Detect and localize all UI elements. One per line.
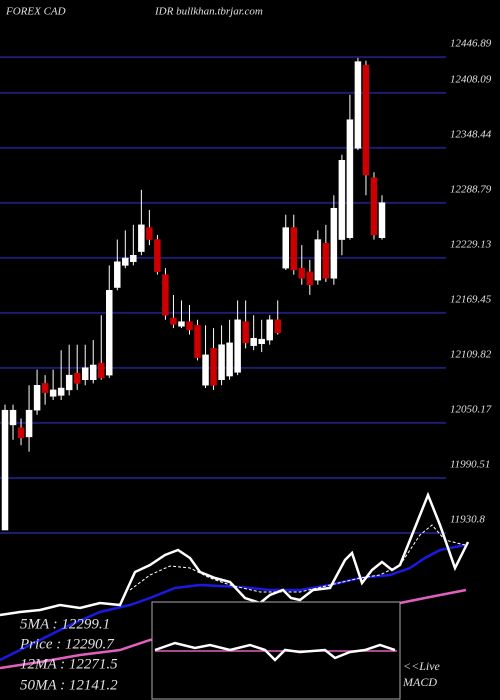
candle-body — [89, 364, 97, 380]
candle-body — [41, 383, 49, 393]
candle-body — [322, 243, 330, 279]
y-tick-label: 12348.44 — [450, 128, 492, 140]
candle-body — [106, 290, 113, 376]
candle-body — [282, 227, 289, 269]
candle-body — [266, 319, 273, 341]
y-tick-label: 12229.13 — [450, 238, 492, 250]
grid — [0, 56, 446, 534]
candle-body — [210, 348, 217, 386]
candle-body — [250, 337, 257, 346]
chart-subtitle: IDR bullkhan.tbrjar.com — [154, 6, 263, 18]
candle-body — [130, 254, 137, 262]
annotation: Price : 12290.7 — [19, 636, 115, 652]
candle-body — [362, 65, 370, 176]
candle-body — [298, 267, 306, 279]
live-label: <<Live — [403, 659, 441, 673]
candle-body — [330, 207, 338, 279]
y-tick-label: 11930.8 — [450, 514, 485, 526]
candles — [1, 57, 386, 531]
candle-body — [290, 227, 298, 271]
candle-body — [258, 338, 265, 345]
candle-body — [186, 321, 193, 331]
candle-body — [226, 342, 233, 377]
annotation: 5MA : 12299.1 — [20, 616, 110, 632]
y-tick-label: 12050.17 — [450, 403, 492, 415]
candle-body — [338, 160, 346, 240]
indicator-line — [129, 524, 466, 593]
candle-body — [114, 261, 121, 288]
y-tick-label: 12446.89 — [450, 38, 492, 50]
macd-line — [154, 641, 396, 662]
y-tick-label: 12288.79 — [450, 183, 492, 195]
candle-body — [274, 319, 281, 333]
candle-body — [81, 367, 89, 380]
y-tick-label: 12109.82 — [450, 348, 492, 360]
candle-body — [314, 239, 322, 281]
candle-body — [122, 257, 129, 266]
candle-body — [138, 224, 145, 252]
candle-body — [9, 409, 17, 426]
candle-body — [170, 317, 177, 325]
candle-body — [154, 239, 161, 273]
candle-body — [218, 344, 225, 380]
y-tick-label: 12408.09 — [450, 73, 492, 85]
candle-body — [378, 202, 386, 238]
annotation: 50MA : 12141.2 — [20, 677, 118, 693]
candle-body — [194, 325, 201, 358]
candle-body — [162, 274, 169, 316]
candle-body — [1, 409, 9, 531]
panel-label: MACD — [402, 675, 437, 689]
candle-body — [234, 319, 241, 373]
candle-body — [242, 321, 249, 344]
candle-body — [346, 119, 354, 238]
candle-body — [146, 227, 153, 240]
candle-body — [370, 177, 378, 236]
candle-body — [202, 354, 209, 386]
candle-body — [49, 389, 57, 397]
candle-body — [306, 271, 314, 286]
y-tick-label: 11990.51 — [450, 458, 490, 470]
candle-body — [178, 321, 185, 327]
candle-body — [25, 409, 33, 438]
candle-body — [65, 374, 73, 391]
candle-body — [354, 61, 362, 149]
indicator-line — [0, 543, 466, 662]
candle-body — [33, 385, 41, 411]
indicator-line — [0, 491, 470, 617]
candle-body — [73, 373, 81, 384]
candle-body — [98, 362, 105, 379]
annotation: 12MA : 12271.5 — [20, 656, 118, 672]
chart-title: FOREX CAD — [5, 6, 66, 18]
candle-body — [57, 387, 65, 396]
candle-body — [17, 427, 25, 439]
indicator-panel — [0, 491, 470, 700]
y-tick-label: 12169.45 — [450, 293, 492, 305]
